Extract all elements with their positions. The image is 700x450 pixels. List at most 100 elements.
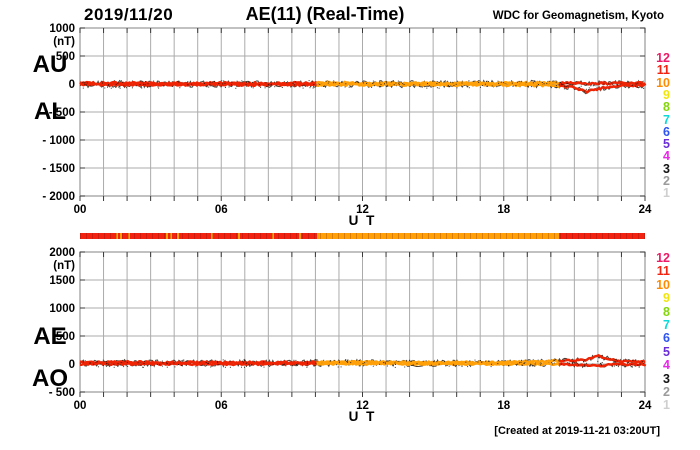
speckle-dot — [512, 85, 514, 87]
speckle-dot — [274, 86, 276, 88]
speckle-dot — [558, 360, 560, 362]
speckle-dot — [127, 365, 129, 367]
speckle-dot — [306, 366, 308, 368]
speckle-dot — [636, 86, 638, 88]
speckle-dot — [347, 360, 349, 362]
speckle-dot — [271, 83, 272, 85]
tick-marks — [79, 27, 646, 201]
speckle-dot — [118, 81, 119, 83]
quality-bar-segment — [559, 233, 645, 239]
speckle-dot — [209, 83, 211, 85]
speckle-dot — [517, 81, 518, 83]
speckle-dot — [413, 84, 415, 86]
speckle-dot — [217, 362, 219, 364]
station-number-1: 1 — [663, 398, 670, 413]
station-number-3: 3 — [663, 371, 670, 386]
speckle-dot — [630, 366, 632, 368]
speckle-dot — [452, 359, 454, 361]
speckle-dot — [485, 360, 487, 362]
speckle-dot — [403, 84, 405, 86]
speckle-dot — [641, 361, 643, 363]
speckle-dot — [421, 86, 423, 88]
speckle-dot — [364, 362, 366, 364]
speckle-dot — [237, 364, 239, 366]
ao-axis-label: AO — [32, 365, 68, 392]
speckle-dot — [138, 364, 140, 366]
speckle-dot — [478, 82, 480, 83]
speckle-dot — [461, 365, 463, 367]
speckle-dot — [455, 83, 457, 85]
speckle-dot — [525, 81, 527, 83]
speckle-dot — [295, 81, 297, 83]
speckle-dot — [601, 362, 603, 363]
speckle-dot — [383, 362, 385, 364]
speckle-dot — [338, 82, 340, 84]
speckle-dot — [306, 361, 308, 363]
speckle-dot — [264, 87, 266, 89]
speckle-dot — [299, 86, 301, 88]
speckle-dot — [209, 82, 211, 84]
y-tick-label: 0 — [69, 359, 75, 371]
speckle-dot — [166, 362, 168, 364]
speckle-dot — [531, 365, 533, 367]
speckle-dot — [552, 363, 554, 365]
x-tick-label: 24 — [639, 400, 652, 412]
speckle-dot — [398, 82, 400, 84]
station-number-11: 11 — [656, 264, 670, 279]
speckle-dot — [406, 359, 408, 361]
speckle-dot — [350, 362, 352, 364]
speckle-dot — [82, 361, 84, 363]
speckle-dot — [149, 86, 151, 88]
speckle-dot — [243, 362, 245, 364]
speckle-dot — [419, 84, 421, 86]
speckle-dot — [106, 363, 108, 365]
speckle-dot — [309, 87, 311, 89]
speckle-dot — [119, 364, 121, 366]
speckle-dot — [520, 361, 522, 363]
speckle-dot — [323, 359, 325, 361]
speckle-dot — [429, 365, 431, 367]
speckle-dot — [379, 82, 381, 84]
speckle-dot — [93, 363, 95, 365]
speckle-dot — [631, 364, 633, 365]
speckle-dot — [546, 83, 548, 85]
speckle-dot — [168, 80, 170, 82]
speckle-dot — [637, 364, 639, 366]
speckle-dot — [293, 364, 295, 366]
speckle-dot — [346, 360, 348, 362]
speckle-dot — [380, 86, 382, 88]
speckle-dot — [372, 80, 374, 82]
speckle-dot — [166, 363, 168, 365]
speckle-dot — [540, 364, 542, 366]
speckle-dot — [178, 81, 180, 83]
trace-AL — [316, 82, 561, 89]
trace-AO — [80, 361, 318, 367]
station-number-11: 11 — [656, 63, 670, 78]
speckle-dot — [438, 87, 440, 89]
speckle-dot — [161, 365, 163, 367]
speckle-dot — [246, 361, 248, 363]
speckle-dot — [488, 360, 490, 362]
speckle-dot — [107, 86, 108, 88]
speckle-dot — [563, 362, 565, 364]
speckle-dot — [623, 359, 625, 361]
speckle-dot — [635, 83, 637, 85]
speckle-dot — [515, 85, 517, 86]
speckle-dot — [386, 84, 388, 86]
speckle-dot — [453, 85, 455, 86]
speckle-dot — [95, 361, 97, 363]
speckle-dot — [313, 365, 315, 367]
speckle-dot — [96, 361, 98, 363]
speckle-dot — [340, 366, 342, 368]
speckle-dot — [517, 363, 519, 365]
speckle-dot — [603, 83, 605, 85]
speckle-dot — [533, 80, 535, 82]
speckle-dot — [316, 359, 318, 361]
speckle-dot — [272, 363, 274, 365]
speckle-dot — [408, 365, 410, 367]
speckle-dot — [379, 359, 381, 361]
speckle-dot — [455, 365, 457, 367]
speckle-dot — [248, 363, 250, 365]
station-number-12: 12 — [656, 251, 670, 265]
